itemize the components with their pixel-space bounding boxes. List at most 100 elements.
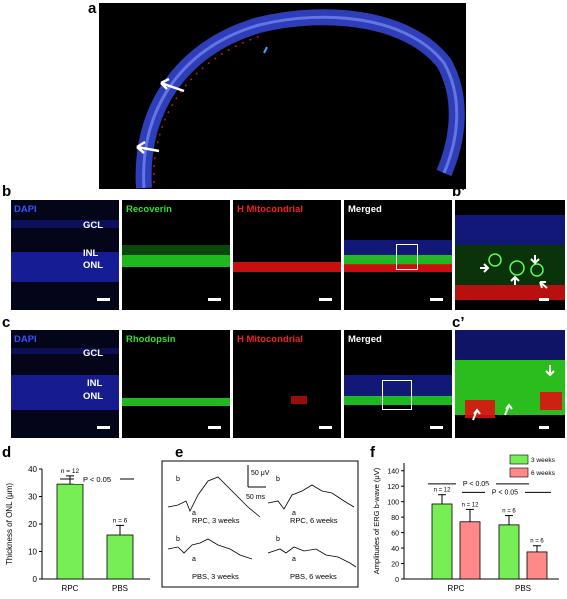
scale-bar [539, 426, 549, 429]
inl-label: INL [83, 248, 99, 259]
y-tick-label: 60 [391, 531, 399, 538]
arrow-icon [480, 263, 490, 273]
panel-a-retina-image [99, 3, 466, 189]
bar [498, 524, 520, 580]
arrows-overlay [480, 253, 548, 289]
b-recoverin-panel: Recoverin [122, 200, 230, 310]
scale-bar [208, 426, 221, 429]
significance-bg [456, 476, 496, 487]
arrow-icon [472, 408, 481, 421]
onl-label: ONL [83, 391, 104, 402]
b-dapi-panel: DAPI GCL INL ONL [11, 200, 119, 310]
y-tick-label: 20 [28, 520, 37, 529]
significance-bg [485, 485, 525, 496]
merged-label: Merged [348, 204, 382, 215]
b-prime-zoom-panel [455, 200, 565, 310]
panel-label-c-prime: c’ [452, 314, 465, 331]
mito-label: H Mitocondrial [237, 204, 303, 215]
inl-label: INL [87, 378, 103, 389]
chart-d-onl-thickness: 0 10 20 30 40 Thickness of ONL (μm) n = 12 RPC n… [5, 465, 150, 593]
zoom-box [396, 244, 418, 270]
arrow-icon [545, 365, 555, 377]
dapi-label: DAPI [14, 204, 37, 215]
c-dapi-panel: DAPI GCL INL ONL [11, 330, 119, 438]
legend-label: 3 weeks [531, 457, 556, 464]
arrow-icon [539, 281, 548, 289]
significance-label: P < 0.05 [83, 475, 111, 484]
arrow-icon [136, 140, 160, 154]
marker-a: a [292, 556, 296, 563]
trace-label: PBS, 6 weeks [290, 572, 337, 581]
significance-label: P < 0.05 [492, 489, 518, 496]
marker-a: a [292, 510, 296, 517]
retina-section-svg [135, 9, 465, 189]
y-tick-label: 100 [387, 500, 399, 507]
trace-label: RPC, 3 weeks [192, 516, 240, 525]
scale-bar [97, 426, 110, 429]
arrow-icon [530, 255, 540, 265]
scale-bar [97, 298, 110, 301]
panel-label-b-prime: b’ [452, 183, 466, 200]
c-mito-panel: H Mitocondrial [233, 330, 341, 438]
significance-label: P < 0.05 [463, 481, 489, 488]
x-tick-label: RPC [448, 584, 465, 593]
recoverin-label: Recoverin [126, 204, 172, 215]
arrow-icon [160, 77, 185, 93]
arrows-overlay [472, 365, 555, 421]
marker-a: a [192, 556, 196, 563]
scale-bar [319, 426, 332, 429]
onl-label: ONL [83, 260, 104, 271]
scale-bar [208, 298, 221, 301]
marker-b: b [176, 476, 180, 483]
c-merged-panel: Merged [344, 330, 452, 438]
n-label: n = 12 [462, 502, 480, 508]
gcl-label: GCL [83, 348, 104, 359]
y-tick-label: 20 [391, 562, 399, 569]
x-tick-label: RPC [62, 584, 79, 593]
bar [56, 483, 84, 580]
marker-b: b [276, 536, 280, 543]
erg-trace [267, 546, 357, 568]
x-tick-label: PBS [112, 584, 128, 593]
y-axis-label: Amplitudes of ERG b-wave (μV) [372, 467, 381, 574]
marker-a: a [192, 510, 196, 517]
y-tick-label: 140 [387, 469, 399, 476]
y-tick-label: 30 [28, 493, 37, 502]
panel-label-e: e [175, 444, 184, 461]
mito-label: H Mitocondrial [237, 334, 303, 345]
scale-bar [319, 298, 332, 301]
b-merged-panel: Merged [344, 200, 452, 310]
panel-label-a: a [88, 0, 97, 17]
y-tick-label: 0 [33, 575, 38, 584]
legend-swatch [509, 454, 529, 465]
chart-f-erg-amplitude: 0 20 40 60 80 100 120 140 Amplitudes of ERG b-wa… [372, 454, 559, 593]
traces-frame [161, 460, 359, 588]
gcl-label: GCL [83, 220, 104, 231]
arrow-icon [510, 275, 520, 285]
bar [431, 503, 453, 580]
n-label: n = 12 [434, 488, 452, 494]
bar [526, 551, 548, 580]
arrow-icon [504, 403, 513, 416]
erg-trace [167, 476, 261, 518]
c-rhodopsin-panel: Rhodopsin [122, 330, 230, 438]
c-prime-zoom-panel [455, 330, 565, 438]
y-tick-label: 120 [387, 484, 399, 491]
panel-label-c: c [2, 314, 11, 331]
y-tick-label: 40 [28, 465, 37, 474]
significance-bg [74, 473, 120, 484]
scale-x-label: 50 ms [246, 494, 266, 501]
dapi-label: DAPI [14, 334, 37, 345]
scale-y-label: 50 μV [251, 470, 270, 477]
legend-label: 6 weeks [531, 470, 556, 477]
n-label: n = 12 [61, 468, 80, 475]
n-label: n = 6 [530, 539, 544, 545]
marker-b: b [276, 476, 280, 483]
trace-label: RPC, 6 weeks [290, 516, 338, 525]
panel-label-d: d [2, 444, 12, 461]
erg-trace [167, 538, 253, 560]
y-tick-label: 80 [391, 515, 399, 522]
panel-label-b: b [2, 183, 12, 200]
n-label: n = 6 [113, 517, 128, 524]
